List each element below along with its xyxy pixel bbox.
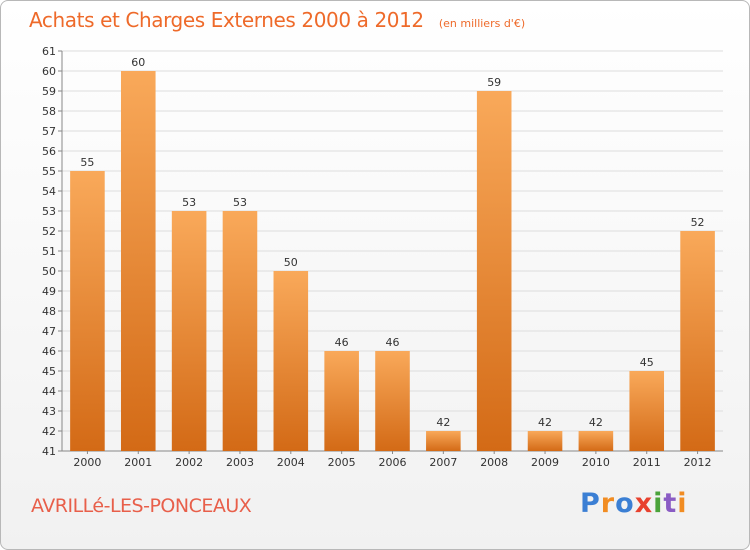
x-tick-label: 2006 (379, 456, 407, 469)
bar-2002 (171, 211, 207, 451)
data-label: 42 (436, 416, 450, 429)
data-label: 50 (284, 256, 298, 269)
bar-2008 (476, 91, 512, 451)
data-label: 53 (182, 196, 196, 209)
data-label: 45 (640, 356, 654, 369)
y-tick-label: 60 (42, 65, 56, 78)
location-name: AVRILLé-LES-PONCEAUX (31, 495, 252, 517)
y-tick-label: 48 (42, 305, 56, 318)
title-row: Achats et Charges Externes 2000 à 2012 (… (29, 8, 525, 32)
y-tick-label: 49 (42, 285, 56, 298)
bar-2010 (578, 431, 614, 451)
bar-2003 (222, 211, 258, 451)
x-tick-label: 2001 (124, 456, 152, 469)
bars (70, 71, 715, 451)
logo-letter: i (677, 488, 688, 519)
bar-2012 (680, 231, 715, 451)
data-label: 52 (691, 216, 705, 229)
data-label: 53 (233, 196, 247, 209)
bar-2007 (426, 431, 461, 451)
x-tick-label: 2011 (633, 456, 661, 469)
data-label: 42 (538, 416, 552, 429)
y-tick-label: 42 (42, 425, 56, 438)
bar-2009 (527, 431, 563, 451)
x-tick-label: 2002 (175, 456, 203, 469)
data-label: 55 (80, 156, 94, 169)
y-tick-label: 51 (42, 245, 56, 258)
data-label: 46 (335, 336, 349, 349)
bar-2006 (375, 351, 410, 451)
y-tick-label: 57 (42, 125, 56, 138)
y-tick-label: 41 (42, 445, 56, 458)
y-tick-label: 58 (42, 105, 56, 118)
proxiti-logo: Proxiti (580, 488, 688, 519)
x-tick-label: 2010 (582, 456, 610, 469)
logo-letter: o (615, 488, 635, 519)
x-tick-label: 2007 (429, 456, 457, 469)
y-tick-label: 50 (42, 265, 56, 278)
bar-2005 (324, 351, 359, 451)
y-tick-label: 54 (42, 185, 56, 198)
x-tick-label: 2003 (226, 456, 254, 469)
y-tick-label: 53 (42, 205, 56, 218)
logo-letter: r (600, 488, 616, 519)
data-label: 42 (589, 416, 603, 429)
logo-letter: t (663, 488, 678, 519)
chart-title: Achats et Charges Externes 2000 à 2012 (29, 8, 424, 32)
data-label: 60 (131, 56, 145, 69)
bar-2000 (70, 171, 105, 451)
y-tick-label: 59 (42, 85, 56, 98)
labels: 41 42 43 44 45 46 47 48 49 50 51 52 53 54 55 56 57 58 59 60… (42, 45, 712, 469)
x-tick-label: 2012 (684, 456, 712, 469)
y-tick-label: 47 (42, 325, 56, 338)
x-tick-label: 2005 (328, 456, 356, 469)
data-label: 59 (487, 76, 501, 89)
bar-2001 (120, 71, 156, 451)
logo-letter: x (634, 488, 654, 519)
bar-2011 (629, 371, 665, 451)
y-tick-label: 52 (42, 225, 56, 238)
chart-subtitle: (en milliers d'€) (438, 17, 526, 30)
x-tick-label: 2004 (277, 456, 305, 469)
bar-2004 (273, 271, 309, 451)
y-tick-label: 61 (42, 45, 56, 58)
data-label: 46 (386, 336, 400, 349)
y-tick-label: 43 (42, 405, 56, 418)
y-tick-label: 45 (42, 365, 56, 378)
x-tick-label: 2000 (73, 456, 101, 469)
y-tick-label: 56 (42, 145, 56, 158)
x-tick-label: 2009 (531, 456, 559, 469)
y-tick-label: 46 (42, 345, 56, 358)
logo-letter: P (580, 488, 601, 519)
y-tick-label: 55 (42, 165, 56, 178)
y-tick-label: 44 (42, 385, 56, 398)
logo-letter: i (653, 488, 664, 519)
x-tick-label: 2008 (480, 456, 508, 469)
